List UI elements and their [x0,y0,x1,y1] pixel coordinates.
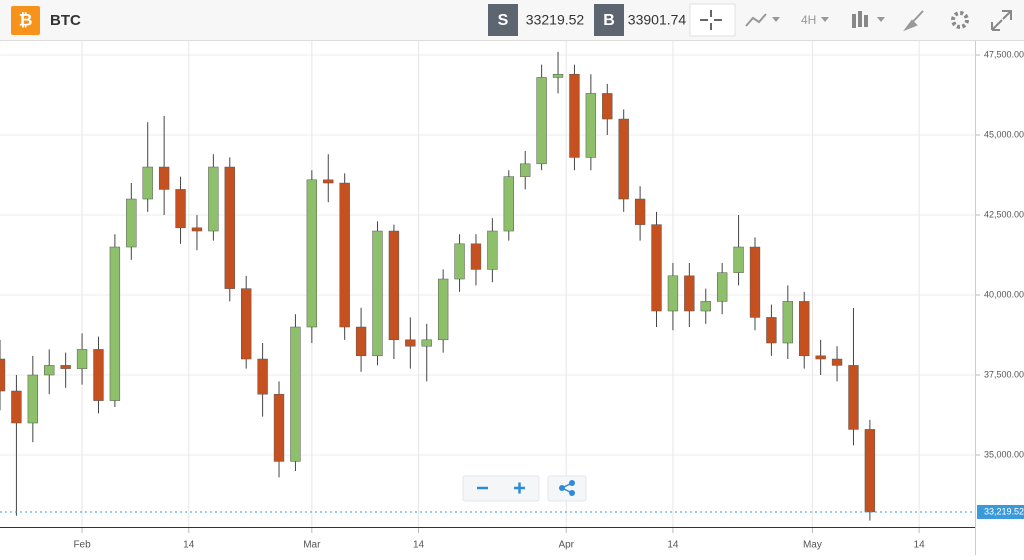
candle-body [782,301,793,344]
candle-body [700,301,711,312]
candle-body [749,246,761,318]
chart-type-icon[interactable] [745,13,767,27]
candle-body [405,339,416,347]
candle-body [848,365,859,430]
candle-body [766,317,777,344]
candle-body [585,93,597,158]
y-tick-label: 37,500.00 [984,369,1024,379]
candle-body [487,230,498,270]
coin-logo-glyph: ₿ [19,10,33,29]
candle-body [831,358,843,366]
share-button[interactable] [547,475,587,502]
candle-body [142,166,153,200]
candle-body [552,73,564,78]
buy-price: 33901.74 [628,12,687,28]
candle-body [306,179,318,328]
sell-price: 33219.52 [526,12,585,28]
candle-body [667,275,679,312]
candle-body [76,349,88,369]
last-price-tag [977,504,1024,519]
share-dot [559,485,565,491]
candle-body [290,326,301,462]
candle-body [815,355,826,360]
candle-body [257,358,268,395]
buy-button[interactable] [594,4,624,36]
x-tick-label: 14 [413,540,425,551]
candle-body [437,278,449,341]
candle-body [11,390,22,424]
zoom-controls [462,475,540,502]
candle-body [0,358,6,392]
share-dot [569,480,575,486]
candle-body [651,224,662,312]
candle-body [60,365,71,369]
candle-body [503,176,514,232]
zoom-in[interactable] [514,482,525,494]
candle-body [388,230,400,341]
x-tick-label: Feb [73,540,91,551]
sell-button[interactable] [488,4,518,36]
candle-body [126,198,137,248]
y-tick-label: 47,500.00 [984,49,1024,59]
candle-body [684,275,695,312]
candle-body [864,429,876,513]
fullscreen-icon[interactable] [991,10,1012,31]
last-price-label: 33,219.52 [984,506,1024,516]
timeframe[interactable]: 4H [801,13,816,27]
candle-body [191,227,203,232]
x-tick-label: 14 [183,540,195,551]
buy-label[interactable]: B [603,12,615,29]
candle-body [339,182,350,328]
candle-body [224,166,235,289]
coin-logo [11,6,40,35]
dropdown-arrow [821,17,829,22]
y-tick-label: 42,500.00 [984,209,1024,219]
plot: 35,000.00 37,500.00 40,000.00 42,500.00 45,0… [0,41,1024,551]
symbol: BTC [50,12,81,29]
candle-body [602,93,613,120]
x-tick-label: Mar [303,540,321,551]
candle-body [323,179,334,184]
candle-body [520,163,531,177]
y-tick-label: 40,000.00 [984,289,1024,299]
candle-body [109,246,121,401]
candle-body [569,73,580,158]
candle-body [273,393,285,462]
candle-body [44,365,55,376]
crosshair-button[interactable] [689,3,736,37]
candle-body [470,243,482,270]
candle-body [372,230,383,357]
candle-body [799,301,810,357]
candle-body [355,326,367,357]
share-dot [569,490,575,496]
y-tick-label: 35,000.00 [984,449,1024,459]
candle-body [27,374,38,424]
candle-body [175,189,186,229]
x-tick-label: 14 [914,540,926,551]
candle-style-icon[interactable] [852,11,868,28]
sell-label[interactable]: S [498,12,509,29]
dropdown-arrow [772,17,780,22]
candle-body [618,118,629,200]
dropdown-arrow [877,17,885,22]
settings-icon[interactable] [951,11,969,29]
crosshair-icon [700,10,722,30]
candle-body [536,77,547,165]
x-tick-label: May [803,540,822,551]
draw-icon[interactable] [903,10,924,32]
y-tick-label: 45,000.00 [984,129,1024,139]
x-tick-label: Apr [558,540,574,551]
candle-body [733,246,744,273]
candle-body [421,339,432,347]
candle-body [454,243,465,280]
candle-body [716,272,728,302]
candle-body [93,349,104,401]
candle-body [241,288,252,360]
candle-body [208,166,219,232]
candle-body [158,166,170,190]
candle-body [634,198,646,225]
x-tick-label: 14 [667,540,679,551]
